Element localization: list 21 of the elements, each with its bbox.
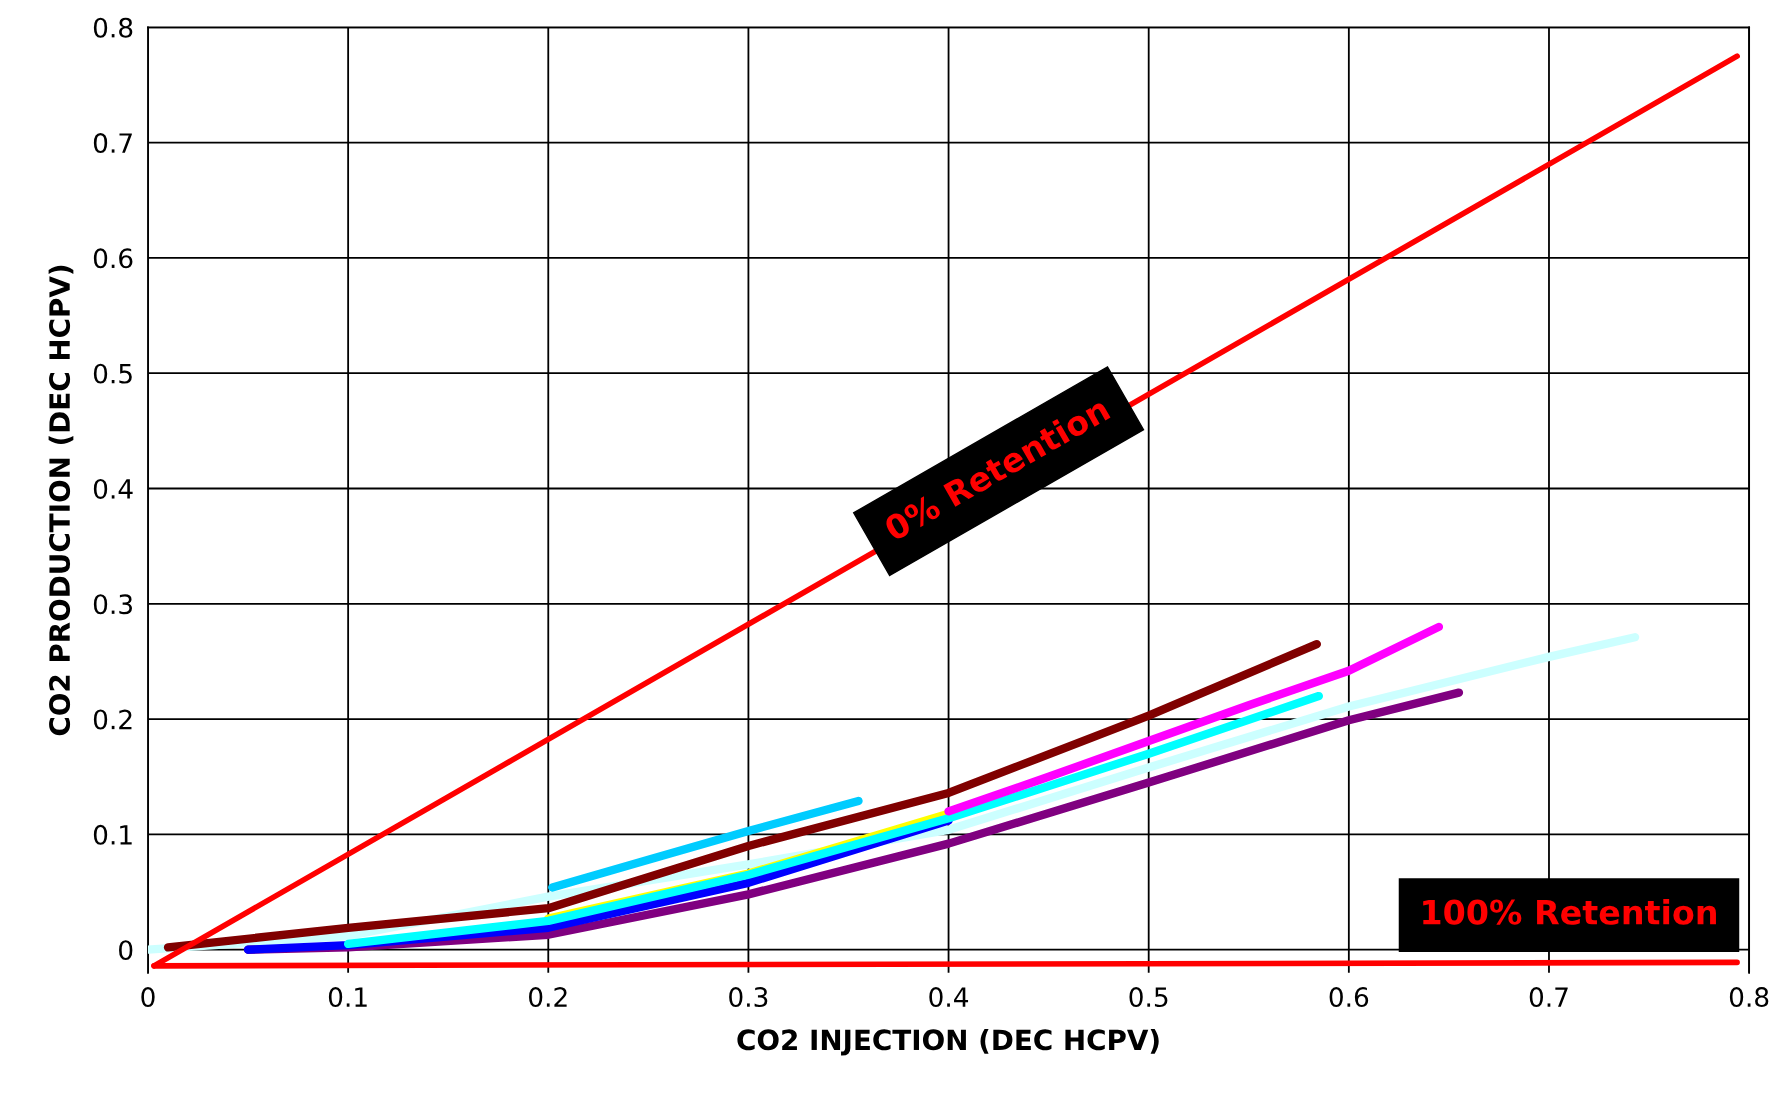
y-tick-label: 0.2	[93, 709, 132, 730]
x-tick-label: 0.7	[1529, 987, 1568, 1008]
y-tick-label: 0.4	[93, 478, 133, 499]
x-tick-label: 0.3	[729, 987, 768, 1008]
x-tick-label: 0.1	[328, 987, 367, 1008]
y-tick-label: 0.1	[93, 824, 132, 845]
y-tick-label: 0.3	[93, 594, 132, 615]
y-axis-title: CO2 PRODUCTION (DEC HCPV)	[48, 265, 74, 736]
x-tick-label: 0	[141, 987, 155, 1008]
y-tick-label: 0.5	[93, 363, 132, 384]
x-tick-label: 0.6	[1329, 987, 1369, 1008]
x-axis-title: CO2 INJECTION (DEC HCPV)	[737, 1028, 1159, 1056]
y-tick-label: 0.7	[93, 133, 132, 154]
y-tick-label: 0.6	[93, 248, 133, 269]
x-tick-label: 0.5	[1129, 987, 1168, 1008]
x-tick-label: 0.8	[1729, 987, 1769, 1008]
annotation: 100% Retention	[1423, 898, 1716, 925]
x-tick-label: 0.4	[929, 987, 969, 1008]
y-tick-label: 0	[119, 940, 133, 961]
x-tick-label: 0.2	[529, 987, 567, 1008]
y-tick-label: 0.8	[93, 17, 133, 38]
